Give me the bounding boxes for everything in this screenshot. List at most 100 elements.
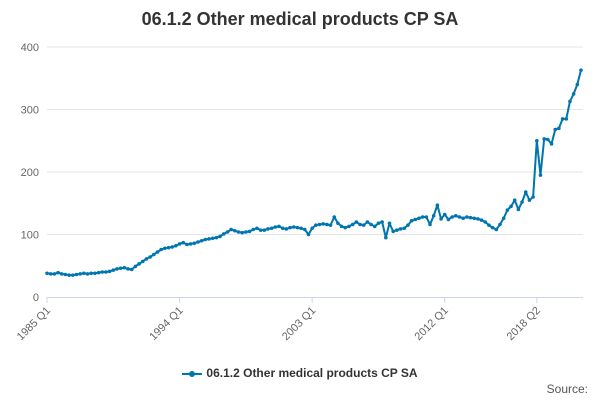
- data-point[interactable]: [244, 230, 248, 234]
- data-point[interactable]: [295, 225, 300, 230]
- data-point[interactable]: [317, 222, 322, 227]
- data-point[interactable]: [192, 241, 197, 246]
- data-point[interactable]: [45, 271, 49, 276]
- data-point[interactable]: [424, 215, 429, 219]
- data-point[interactable]: [291, 225, 296, 229]
- data-point[interactable]: [450, 215, 454, 219]
- data-point[interactable]: [420, 215, 425, 219]
- data-point[interactable]: [531, 195, 535, 199]
- data-point[interactable]: [406, 223, 410, 227]
- data-point[interactable]: [273, 225, 278, 229]
- data-point[interactable]: [159, 247, 163, 252]
- data-point[interactable]: [118, 266, 123, 271]
- data-point[interactable]: [516, 207, 521, 212]
- data-point[interactable]: [505, 208, 510, 212]
- data-point[interactable]: [417, 216, 421, 221]
- data-point[interactable]: [59, 272, 64, 276]
- data-point[interactable]: [126, 267, 130, 271]
- data-point[interactable]: [163, 246, 167, 251]
- data-point[interactable]: [461, 216, 465, 221]
- data-point[interactable]: [332, 215, 337, 219]
- data-point[interactable]: [575, 82, 580, 87]
- data-point[interactable]: [188, 242, 193, 246]
- data-point[interactable]: [553, 127, 558, 132]
- data-point[interactable]: [111, 268, 116, 272]
- data-point[interactable]: [78, 272, 82, 276]
- data-point[interactable]: [207, 237, 211, 241]
- data-point[interactable]: [453, 213, 458, 218]
- data-point[interactable]: [104, 270, 108, 274]
- data-point[interactable]: [262, 228, 267, 232]
- data-point[interactable]: [122, 265, 127, 270]
- data-point[interactable]: [258, 228, 263, 232]
- data-point[interactable]: [70, 273, 75, 277]
- data-point[interactable]: [347, 224, 351, 229]
- data-point[interactable]: [468, 215, 473, 220]
- data-point[interactable]: [487, 223, 491, 227]
- data-point[interactable]: [247, 229, 252, 234]
- data-point[interactable]: [380, 220, 384, 224]
- data-point[interactable]: [310, 226, 314, 231]
- data-point[interactable]: [568, 99, 572, 104]
- data-point[interactable]: [413, 217, 418, 222]
- data-point[interactable]: [520, 200, 524, 204]
- data-point[interactable]: [177, 242, 182, 246]
- data-point[interactable]: [442, 212, 447, 217]
- data-point[interactable]: [56, 270, 60, 275]
- data-point[interactable]: [140, 259, 145, 264]
- data-point[interactable]: [509, 204, 513, 209]
- data-point[interactable]: [512, 198, 517, 202]
- data-point[interactable]: [431, 213, 436, 218]
- data-point[interactable]: [233, 228, 237, 233]
- data-point[interactable]: [527, 198, 532, 202]
- data-point[interactable]: [395, 228, 399, 232]
- data-point[interactable]: [63, 272, 68, 277]
- data-point[interactable]: [391, 229, 395, 234]
- data-point[interactable]: [409, 218, 414, 223]
- data-point[interactable]: [174, 243, 178, 248]
- data-point[interactable]: [501, 216, 506, 221]
- data-point[interactable]: [557, 126, 561, 131]
- data-point[interactable]: [96, 270, 101, 275]
- data-point[interactable]: [402, 226, 407, 231]
- data-point[interactable]: [361, 223, 366, 227]
- data-point[interactable]: [498, 222, 502, 227]
- data-point[interactable]: [358, 222, 362, 227]
- data-point[interactable]: [255, 226, 259, 231]
- series-line[interactable]: [46, 69, 582, 277]
- data-point[interactable]: [52, 272, 57, 276]
- data-point[interactable]: [354, 220, 359, 224]
- data-point[interactable]: [284, 227, 289, 231]
- data-point[interactable]: [336, 221, 340, 226]
- data-point[interactable]: [218, 234, 222, 239]
- data-point[interactable]: [376, 221, 381, 226]
- data-point[interactable]: [314, 223, 318, 227]
- data-point[interactable]: [67, 273, 71, 277]
- data-point[interactable]: [181, 240, 186, 245]
- data-point[interactable]: [170, 245, 175, 249]
- data-point[interactable]: [288, 225, 292, 230]
- data-point[interactable]: [546, 137, 550, 142]
- data-point[interactable]: [107, 269, 112, 274]
- data-point[interactable]: [269, 226, 274, 231]
- data-point[interactable]: [538, 173, 543, 177]
- data-point[interactable]: [74, 272, 79, 277]
- data-point[interactable]: [196, 240, 200, 244]
- data-point[interactable]: [299, 226, 303, 231]
- data-point[interactable]: [280, 226, 285, 231]
- data-point[interactable]: [446, 217, 451, 222]
- data-point[interactable]: [398, 227, 403, 231]
- data-point[interactable]: [321, 222, 326, 226]
- data-point[interactable]: [133, 264, 138, 269]
- data-point[interactable]: [343, 225, 348, 230]
- data-point[interactable]: [251, 227, 256, 232]
- data-point[interactable]: [48, 272, 53, 276]
- data-point[interactable]: [129, 267, 134, 272]
- data-point[interactable]: [439, 217, 443, 221]
- data-point[interactable]: [384, 235, 388, 240]
- data-point[interactable]: [465, 215, 469, 219]
- data-point[interactable]: [560, 117, 565, 121]
- data-point[interactable]: [214, 235, 219, 240]
- data-point[interactable]: [490, 225, 495, 230]
- data-point[interactable]: [203, 237, 208, 242]
